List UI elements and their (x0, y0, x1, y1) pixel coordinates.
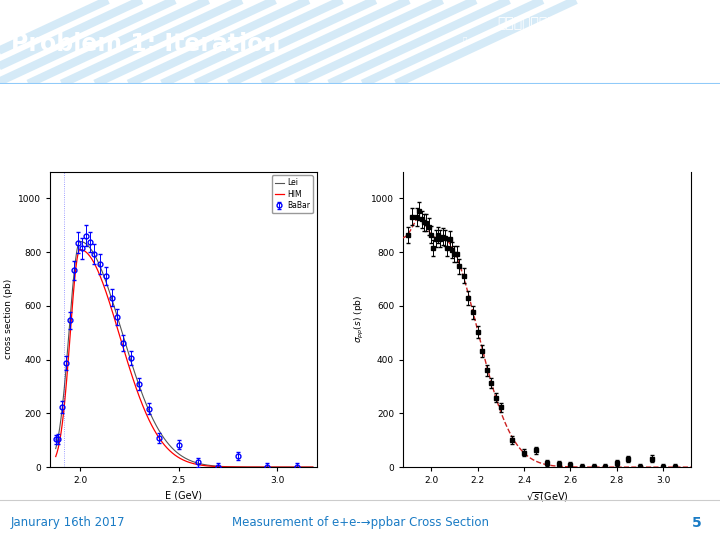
Line: HIM: HIM (55, 249, 313, 467)
Lei (239, 464, 248, 470)
Lei (154, 426, 163, 433)
Text: University of Science and Technology of China: University of Science and Technology of … (497, 57, 659, 63)
Text: Problem 1: Iteration: Problem 1: Iteration (11, 31, 280, 56)
Lei (136, 385, 145, 392)
Text: 中国科学技术大学: 中国科学技术大学 (497, 16, 564, 30)
HIM (238, 464, 246, 470)
HIM (239, 464, 248, 470)
Lei (51, 446, 60, 452)
HIM (76, 246, 84, 253)
HIM (51, 453, 60, 460)
Text: 5: 5 (692, 516, 702, 530)
X-axis label: E (GeV): E (GeV) (165, 491, 202, 501)
HIM (214, 463, 222, 470)
Text: 中: 中 (462, 37, 467, 44)
Y-axis label: $\sigma_{pp}(s)$ (pb): $\sigma_{pp}(s)$ (pb) (353, 295, 366, 343)
Lei (214, 463, 222, 469)
Lei (83, 242, 91, 248)
Lei (76, 238, 84, 245)
Text: Janurary 16th 2017: Janurary 16th 2017 (11, 516, 125, 529)
X-axis label: $\sqrt{s}$(GeV): $\sqrt{s}$(GeV) (526, 491, 569, 504)
HIM (83, 250, 91, 256)
Legend: Lei, HIM, BaBar: Lei, HIM, BaBar (271, 176, 313, 213)
Lei (238, 464, 246, 470)
HIM (154, 433, 163, 440)
Line: Lei: Lei (55, 241, 313, 467)
HIM (136, 396, 145, 402)
HIM (309, 464, 318, 470)
Y-axis label: cross section (pb): cross section (pb) (4, 279, 13, 360)
Text: Measurement of e+e-→ppbar Cross Section: Measurement of e+e-→ppbar Cross Section (232, 516, 488, 529)
Lei (309, 464, 318, 470)
